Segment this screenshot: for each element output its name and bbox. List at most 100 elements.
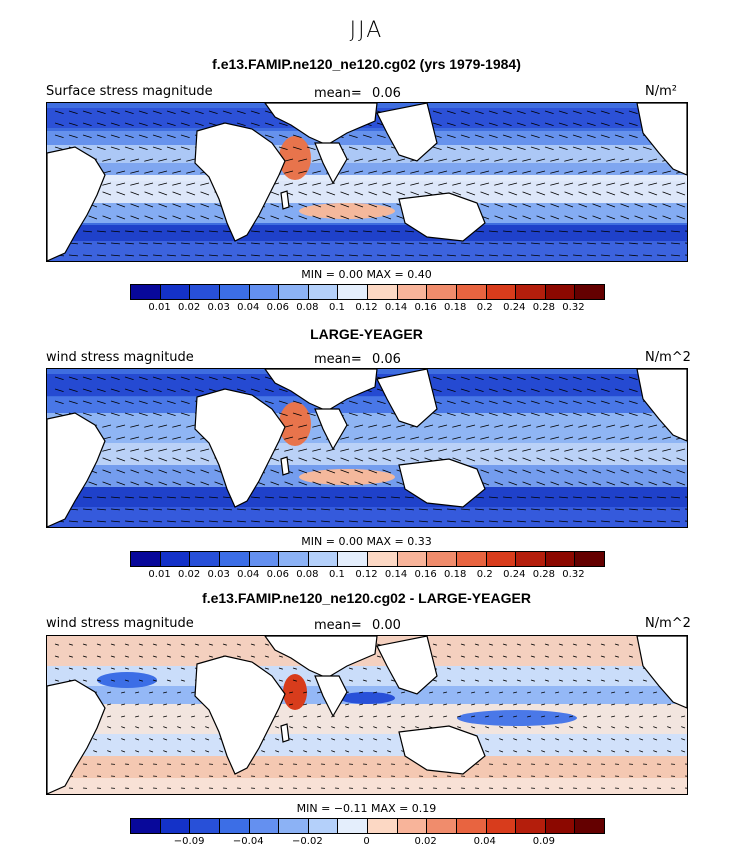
panel-2-field xyxy=(47,369,687,527)
panel-2-mean-label: mean= xyxy=(314,352,362,367)
colorbar-swatch xyxy=(249,552,280,566)
colorbar-swatch xyxy=(368,285,398,299)
panel-1-colorbar-ticks: 0.01 0.02 0.03 0.04 0.06 0.08 0.1 0.12 0.14 0.16 0… xyxy=(130,302,603,314)
colorbar-tick-label: 0.06 xyxy=(266,302,289,313)
colorbar-tick-label: 0.12 xyxy=(355,569,378,580)
colorbar-tick-label: 0.01 xyxy=(148,302,171,313)
colorbar-swatch xyxy=(160,819,191,833)
colorbar-tick-label: 0.09 xyxy=(532,836,556,847)
colorbar-swatch xyxy=(545,285,576,299)
colorbar-tick-label: 0.01 xyxy=(148,569,171,580)
colorbar-swatch xyxy=(456,285,487,299)
panel-2-mean-value: 0.06 xyxy=(372,352,401,367)
colorbar-swatch xyxy=(308,552,339,566)
colorbar-swatch xyxy=(397,552,428,566)
colorbar-tick-label: 0.08 xyxy=(296,302,319,313)
colorbar-tick-label: 0.03 xyxy=(207,302,230,313)
colorbar-swatch xyxy=(249,285,280,299)
colorbar-swatch xyxy=(219,285,250,299)
colorbar-swatch xyxy=(279,552,309,566)
colorbar-swatch xyxy=(516,819,546,833)
colorbar-swatch xyxy=(308,819,339,833)
panel-3-colorbar xyxy=(130,818,605,834)
panel-2-units: N/m^2 xyxy=(645,350,691,365)
colorbar-swatch xyxy=(160,552,191,566)
colorbar-tick-label: 0.2 xyxy=(476,302,493,313)
panel-3-colorbar-ticks: −0.09 −0.04 −0.02 0 0.02 0.04 0.09 xyxy=(130,836,603,848)
panel-3-mean-value: 0.00 xyxy=(372,618,401,633)
panel-3-mean-label: mean= xyxy=(314,618,362,633)
colorbar-swatch xyxy=(516,285,546,299)
colorbar-swatch xyxy=(397,285,428,299)
panel-1-mean-value: 0.06 xyxy=(372,86,401,101)
colorbar-swatch xyxy=(486,285,517,299)
colorbar-swatch xyxy=(545,552,576,566)
colorbar-tick-label: 0.06 xyxy=(266,569,289,580)
colorbar-tick-label: 0.04 xyxy=(237,569,260,580)
colorbar-tick-label: 0.14 xyxy=(384,569,408,580)
panel-1-variable-label: Surface stress magnitude xyxy=(46,84,213,99)
colorbar-swatch xyxy=(279,819,309,833)
panel-3-title: f.e13.FAMIP.ne120_ne120.cg02 - LARGE-YEA… xyxy=(202,590,531,606)
panel-2-colorbar xyxy=(130,551,605,567)
colorbar-swatch xyxy=(190,552,220,566)
figure-title: JJA xyxy=(349,18,384,43)
colorbar-tick-label: −0.09 xyxy=(173,836,205,847)
colorbar-tick-label: 0.14 xyxy=(384,302,408,313)
colorbar-swatch xyxy=(545,819,576,833)
colorbar-swatch xyxy=(249,819,280,833)
colorbar-tick-label: 0.28 xyxy=(532,569,556,580)
colorbar-swatch xyxy=(456,819,487,833)
panel-2-variable-label: wind stress magnitude xyxy=(46,350,194,365)
colorbar-swatch xyxy=(397,819,428,833)
colorbar-tick-label: 0.16 xyxy=(414,302,437,313)
panel-1-title: f.e13.FAMIP.ne120_ne120.cg02 (yrs 1979-1… xyxy=(212,56,521,72)
colorbar-tick-label: 0.04 xyxy=(473,836,496,847)
colorbar-swatch xyxy=(279,285,309,299)
colorbar-swatch xyxy=(338,285,368,299)
colorbar-tick-label: 0.32 xyxy=(562,302,585,313)
colorbar-swatch xyxy=(516,552,546,566)
panel-1-mean-label: mean= xyxy=(314,86,362,101)
colorbar-tick-label: 0.12 xyxy=(355,302,378,313)
colorbar-swatch xyxy=(575,819,604,833)
colorbar-tick-label: 0.24 xyxy=(503,302,526,313)
colorbar-swatch xyxy=(427,285,457,299)
colorbar-swatch xyxy=(131,819,161,833)
colorbar-swatch xyxy=(338,552,368,566)
colorbar-tick-label: 0.03 xyxy=(207,569,230,580)
colorbar-swatch xyxy=(427,819,457,833)
colorbar-swatch xyxy=(190,819,220,833)
colorbar-swatch xyxy=(427,552,457,566)
panel-3-min-max: MIN = −0.11 MAX = 0.19 xyxy=(296,802,437,815)
panel-3-units: N/m^2 xyxy=(645,616,691,631)
colorbar-tick-label: 0.18 xyxy=(444,569,467,580)
colorbar-tick-label: 0.32 xyxy=(562,569,585,580)
colorbar-tick-label: 0.1 xyxy=(328,569,345,580)
panel-2-title: LARGE-YEAGER xyxy=(310,326,423,342)
colorbar-swatch xyxy=(575,552,604,566)
colorbar-swatch xyxy=(190,285,220,299)
panel-3-variable-label: wind stress magnitude xyxy=(46,616,194,631)
colorbar-tick-label: 0 xyxy=(363,836,370,847)
panel-3-field xyxy=(47,636,687,794)
colorbar-swatch xyxy=(338,819,368,833)
colorbar-swatch xyxy=(575,285,604,299)
colorbar-tick-label: 0.28 xyxy=(532,302,556,313)
colorbar-swatch xyxy=(219,819,250,833)
panel-1-map xyxy=(46,102,688,262)
colorbar-swatch xyxy=(368,819,398,833)
colorbar-swatch xyxy=(456,552,487,566)
panel-1-units: N/m² xyxy=(645,84,677,99)
colorbar-swatch xyxy=(160,285,191,299)
colorbar-tick-label: 0.2 xyxy=(476,569,493,580)
colorbar-tick-label: 0.02 xyxy=(177,302,201,313)
colorbar-tick-label: 0.24 xyxy=(503,569,526,580)
panel-1-colorbar xyxy=(130,284,605,300)
colorbar-swatch xyxy=(131,552,161,566)
colorbar-swatch xyxy=(219,552,250,566)
panel-2-map xyxy=(46,368,688,528)
panel-3-map xyxy=(46,635,688,795)
panel-2-colorbar-ticks: 0.01 0.02 0.03 0.04 0.06 0.08 0.1 0.12 0.14 0.16 0… xyxy=(130,569,603,581)
colorbar-tick-label: 0.16 xyxy=(414,569,437,580)
